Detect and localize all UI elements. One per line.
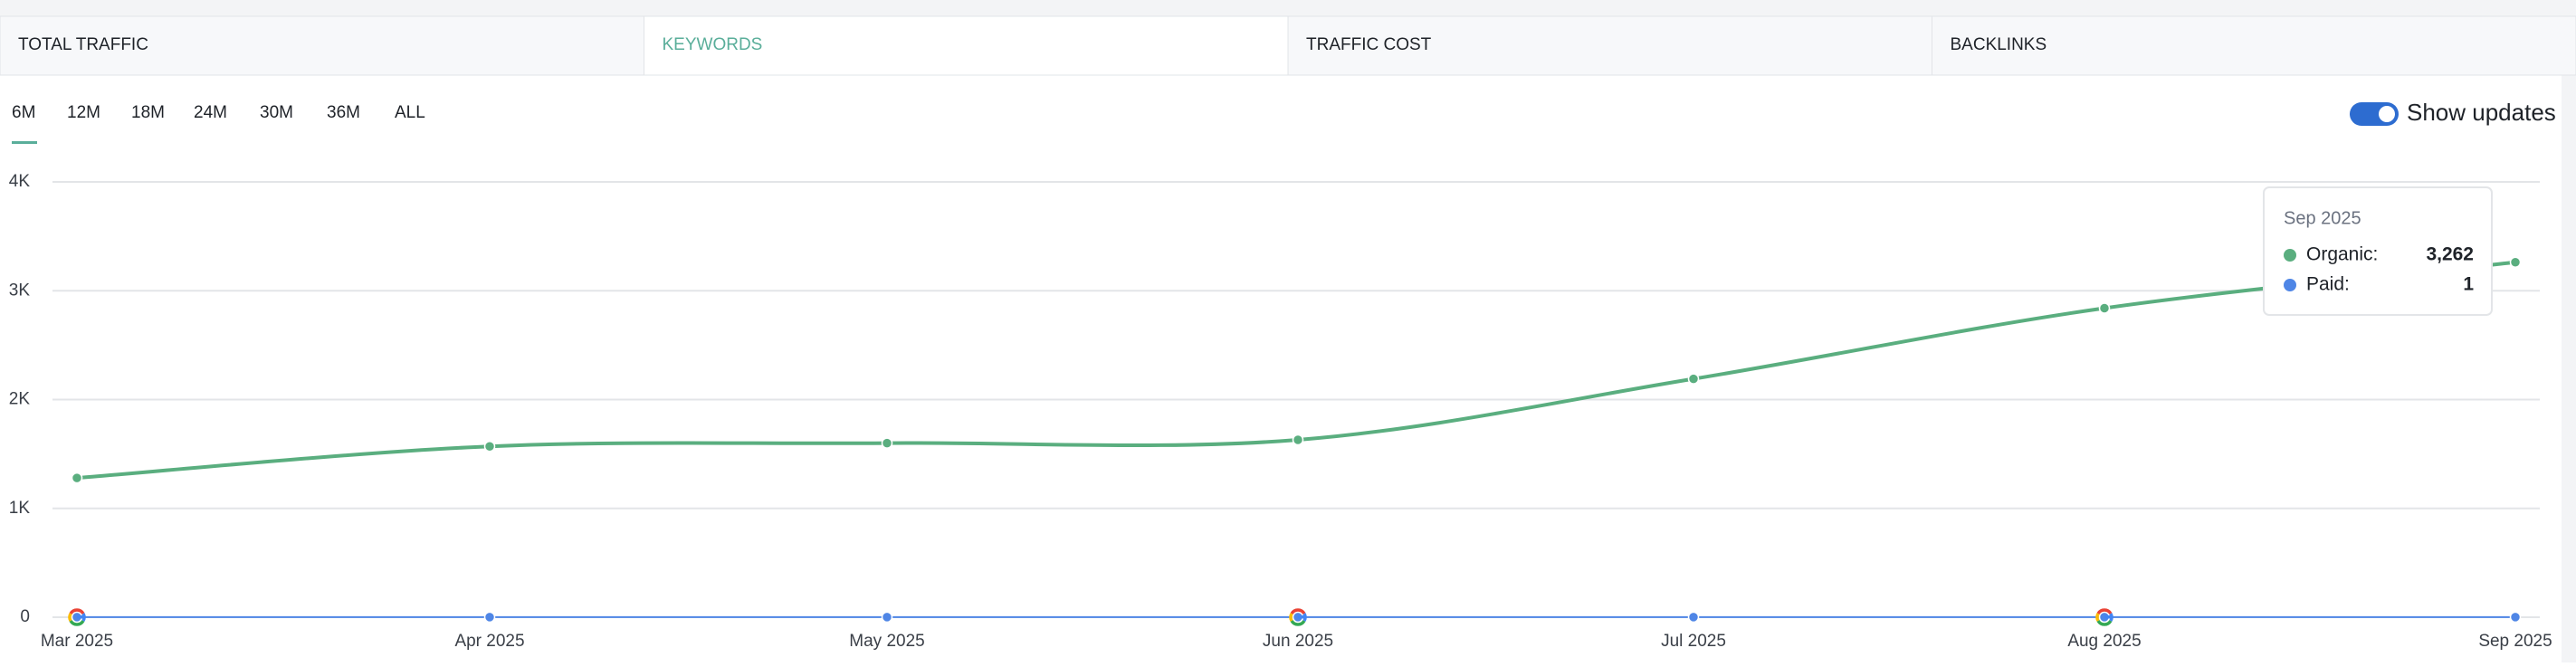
x-tick-label: Mar 2025 [41, 632, 113, 651]
icon-arc [2097, 614, 2098, 621]
data-point [883, 438, 892, 448]
y-tick-label: 3K [9, 281, 31, 300]
y-tick-label: 0 [20, 607, 30, 626]
period-button[interactable]: 24M [194, 103, 227, 122]
period-button[interactable]: 6M [12, 103, 35, 122]
x-tick-label: Jul 2025 [1661, 632, 1726, 651]
data-point [1689, 612, 1699, 622]
period-underline [12, 141, 37, 144]
y-tick-label: 2K [9, 390, 31, 409]
x-tick-label: May 2025 [849, 632, 924, 651]
data-point [72, 473, 82, 483]
x-tick-label: Sep 2025 [2478, 632, 2552, 651]
y-tick-label: 1K [9, 499, 31, 518]
x-tick-label: Apr 2025 [454, 632, 524, 651]
toggle-label[interactable]: Show updates [2407, 99, 2556, 126]
data-point [1293, 434, 1303, 444]
tooltip: Sep 2025 Organic: 3,262 Paid: 1 [2264, 187, 2492, 315]
x-tick-label: Aug 2025 [2067, 632, 2141, 651]
data-point [485, 442, 495, 452]
tooltip-label: Paid: [2306, 274, 2350, 295]
period-button[interactable]: 18M [131, 103, 165, 122]
data-point [883, 612, 892, 622]
tooltip-value: 1 [2463, 274, 2474, 295]
tab-label[interactable]: TOTAL TRAFFIC [18, 35, 148, 54]
data-point [2511, 612, 2521, 622]
icon-bar [1298, 615, 1305, 619]
data-point [485, 612, 495, 622]
icon-bar [77, 615, 84, 619]
tooltip-swatch [2284, 249, 2296, 262]
data-point [2100, 303, 2110, 313]
toggle-knob [2379, 106, 2395, 122]
icon-arc [70, 614, 71, 621]
period-button[interactable]: 30M [260, 103, 293, 122]
top-strip [0, 0, 2576, 16]
data-point [1689, 374, 1699, 384]
period-button[interactable]: ALL [395, 103, 425, 122]
icon-arc [1291, 614, 1292, 621]
x-tick-label: Jun 2025 [1263, 632, 1333, 651]
series-line [77, 262, 2515, 478]
period-button[interactable]: 12M [67, 103, 100, 122]
tab-label[interactable]: KEYWORDS [663, 35, 763, 54]
data-point [2511, 257, 2521, 267]
tab-label[interactable]: TRAFFIC COST [1306, 35, 1432, 54]
tooltip-title: Sep 2025 [2284, 208, 2361, 228]
scroll-strip [2562, 0, 2576, 662]
y-tick-label: 4K [9, 172, 31, 191]
tab-label[interactable]: BACKLINKS [1951, 35, 2047, 54]
tooltip-label: Organic: [2306, 244, 2378, 265]
period-button[interactable]: 36M [327, 103, 360, 122]
tooltip-swatch [2284, 279, 2296, 291]
icon-bar [2104, 615, 2112, 619]
tooltip-value: 3,262 [2426, 244, 2474, 265]
